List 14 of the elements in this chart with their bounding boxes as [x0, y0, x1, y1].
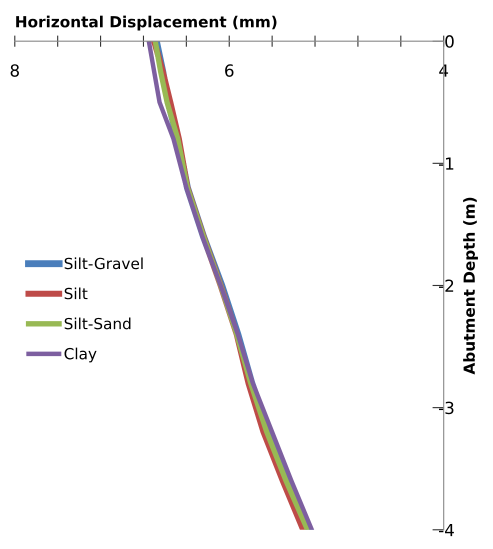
y-axis-title: Abutment Depth (m) — [463, 198, 478, 374]
y-tick-label: 0 — [445, 35, 454, 48]
x-axis-title: Horizontal Displacement (mm) — [16, 16, 276, 30]
x-tick-label: 4 — [439, 64, 448, 77]
y-tick-label: -1 — [439, 158, 454, 170]
y-tick-label: -2 — [439, 279, 454, 292]
x-tick-label: 8 — [10, 64, 19, 77]
legend-label: Clay — [64, 348, 97, 362]
legend-label: Silt — [64, 287, 88, 300]
legend-label: Silt-Gravel — [64, 257, 143, 270]
y-tick-label: -3 — [439, 402, 454, 414]
legend-label: Silt-Sand — [64, 318, 130, 330]
x-tick-label: 6 — [225, 64, 234, 77]
y-tick-label: -4 — [439, 524, 454, 536]
